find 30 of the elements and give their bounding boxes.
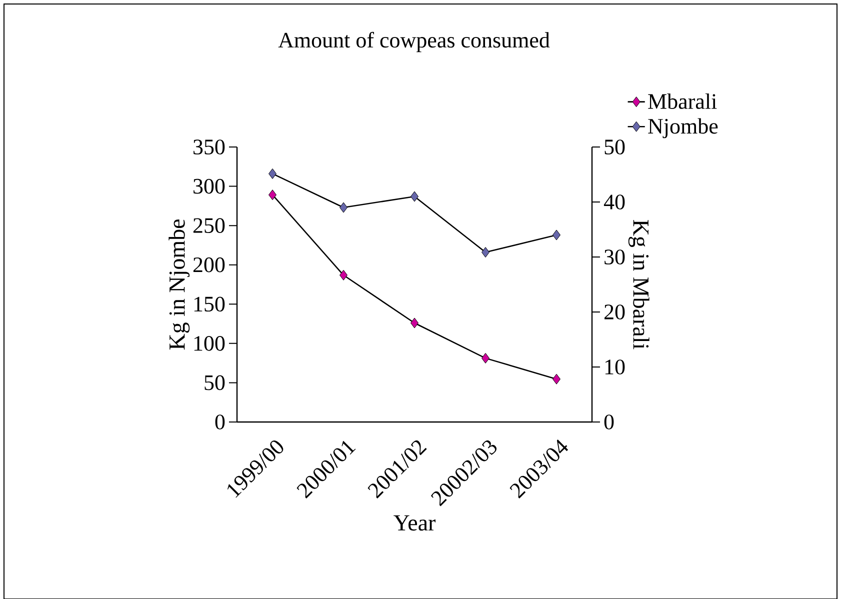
point [268,189,277,200]
y2-tick-label: 20 [604,304,625,320]
y2-tick-label: 40 [604,194,625,210]
y-tick-label: 150 [194,296,225,312]
point [482,352,490,364]
point [552,230,560,240]
point [410,318,419,328]
point [410,191,419,202]
point [482,246,490,258]
y-tick-label: 300 [194,178,225,194]
y2-tick-label: 10 [605,359,625,374]
y2-axis-title: Kg in Mbarali [628,220,650,349]
y2-tick-label: 50 [604,139,625,154]
y-axis-title: Kg in Njombe [168,219,190,350]
y-tick-label: 250 [193,218,225,233]
y-tick-label: 0 [215,414,225,430]
y2-tick-label: 30 [604,249,625,264]
legend-label: Njombe [648,118,718,138]
legend-label: Mbarali [648,93,717,109]
chart-title: Amount of cowpeas consumed [278,32,550,52]
x-axis-title: Year [394,515,436,530]
point [552,374,560,384]
point [340,270,348,280]
point [340,202,348,213]
y2-tick-label: 0 [604,414,614,430]
y-tick-label: 100 [194,336,225,351]
point [268,168,277,179]
y-tick-label: 200 [193,257,225,272]
y-tick-label: 50 [204,375,225,390]
y-tick-label: 350 [194,139,225,154]
